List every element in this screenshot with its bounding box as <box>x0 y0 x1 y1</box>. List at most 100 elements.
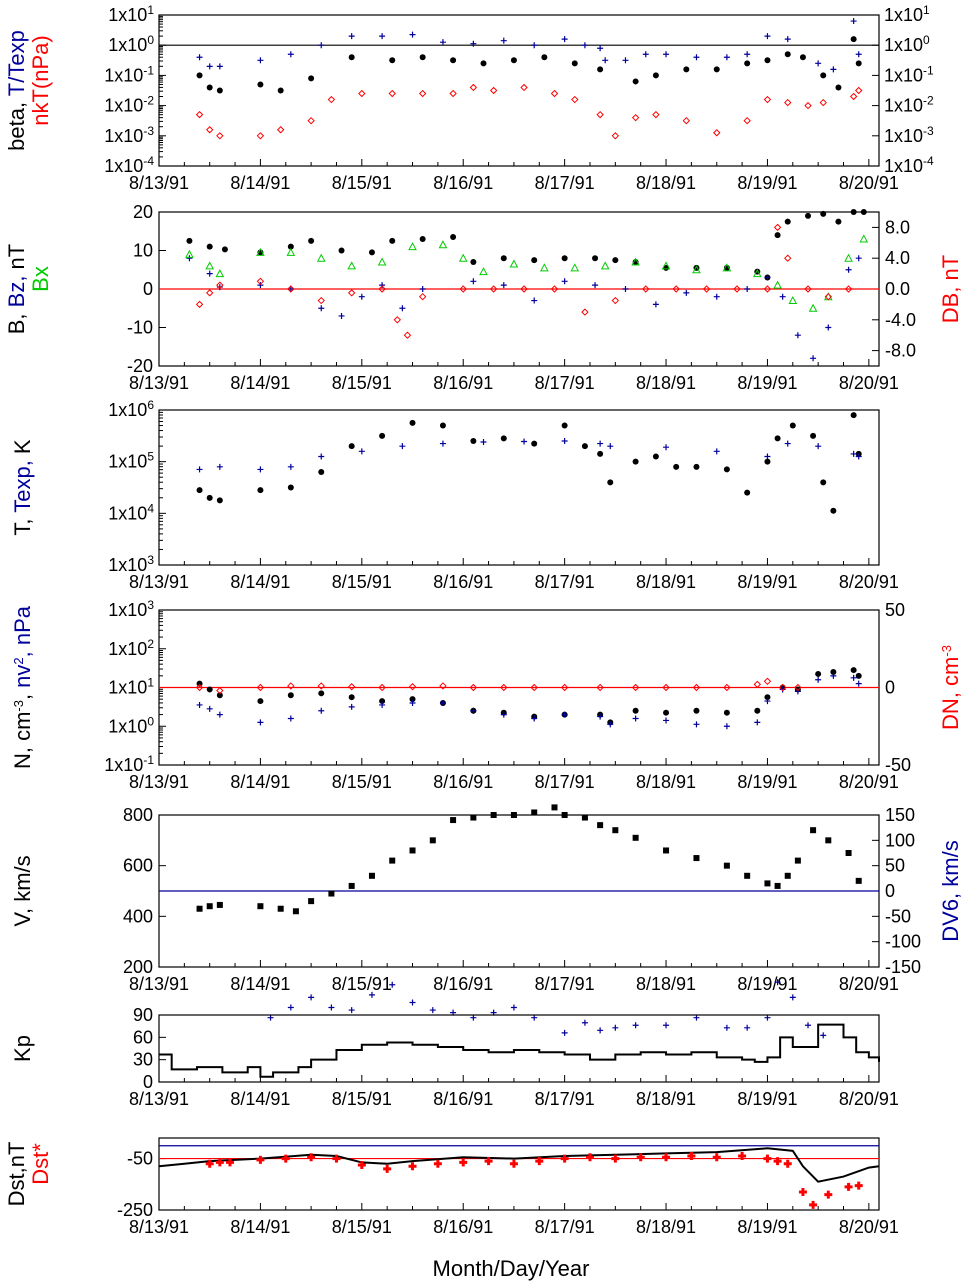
data-point <box>752 269 762 278</box>
y-right-tick-label: 0 <box>885 881 895 901</box>
data-point <box>357 1161 366 1169</box>
data-point <box>722 263 732 272</box>
data-point <box>308 237 315 244</box>
data-point <box>560 1154 569 1163</box>
x-tick-label: 8/14/91 <box>230 974 290 994</box>
y-tick-label: 1x102 <box>108 637 154 659</box>
data-point <box>215 269 225 278</box>
data-point <box>256 247 265 256</box>
data-point <box>855 877 862 884</box>
data-point <box>500 435 507 442</box>
y-right-tick-label: -8.0 <box>885 341 916 361</box>
data-point <box>458 253 468 262</box>
data-point <box>585 1153 594 1162</box>
series-dot <box>196 412 862 514</box>
data-point <box>820 210 827 217</box>
data-point <box>409 31 416 38</box>
data-point <box>509 1159 518 1168</box>
y-tick-label: 1x106 <box>108 398 154 420</box>
data-point <box>550 89 559 98</box>
data-point <box>855 86 863 95</box>
data-point <box>215 1158 224 1167</box>
data-point <box>479 267 488 276</box>
panel-frame <box>158 1014 880 1083</box>
data-point <box>597 440 604 447</box>
data-point <box>723 466 730 473</box>
data-point <box>663 51 670 58</box>
x-tick-label: 8/15/91 <box>332 772 392 792</box>
data-point <box>773 223 782 232</box>
data-point <box>317 682 325 690</box>
data-point <box>318 453 325 460</box>
y-tick-label: 0 <box>143 1072 153 1092</box>
data-point <box>612 827 619 834</box>
data-point <box>195 110 204 119</box>
data-point <box>277 905 284 912</box>
x-tick-label: 8/18/91 <box>636 373 696 393</box>
data-point <box>744 51 751 58</box>
data-point <box>663 1022 670 1029</box>
data-point <box>773 1157 782 1166</box>
data-point <box>348 694 355 701</box>
y-tick-label: 800 <box>123 805 153 825</box>
data-point <box>510 57 517 64</box>
y-tick-label: 1x104 <box>108 501 154 523</box>
data-point <box>612 1024 619 1031</box>
data-point <box>307 1153 316 1162</box>
data-point <box>744 60 751 67</box>
data-point <box>419 54 426 61</box>
series-plus <box>267 979 827 1039</box>
data-point <box>844 285 853 293</box>
data-point <box>257 466 264 473</box>
data-point <box>287 243 294 250</box>
data-point <box>850 412 857 419</box>
data-point <box>256 683 265 692</box>
y-right-tick-label: 4.0 <box>885 248 910 268</box>
data-point <box>195 300 204 309</box>
data-point <box>348 1007 355 1014</box>
data-point <box>804 101 812 110</box>
data-point <box>216 87 223 94</box>
data-point <box>835 218 842 225</box>
y-right-tick-label: 8.0 <box>885 217 910 237</box>
data-point <box>439 682 447 690</box>
data-point <box>377 257 387 266</box>
data-point <box>292 908 299 915</box>
x-tick-label: 8/19/91 <box>737 173 797 193</box>
data-point <box>216 711 223 718</box>
y-axis-title: Dst,nT <box>4 1142 29 1207</box>
x-tick-label: 8/20/91 <box>839 1089 899 1109</box>
series-line <box>159 1023 880 1078</box>
x-tick-label: 8/20/91 <box>839 772 899 792</box>
x-tick-label: 8/14/91 <box>230 1217 290 1237</box>
data-point <box>783 1159 792 1168</box>
x-tick-label: 8/19/91 <box>737 1217 797 1237</box>
data-point <box>631 113 640 122</box>
y-right-tick-label: 0.0 <box>885 279 910 299</box>
data-point <box>820 72 827 79</box>
data-point <box>784 254 792 262</box>
data-point <box>592 255 599 262</box>
data-point <box>632 78 639 85</box>
data-point <box>810 432 817 439</box>
x-tick-label: 8/15/91 <box>332 373 392 393</box>
series-diamond <box>195 677 802 695</box>
data-point <box>308 898 315 905</box>
y-right-tick-label: 50 <box>885 600 905 620</box>
x-tick-label: 8/13/91 <box>129 974 189 994</box>
data-point <box>561 278 568 285</box>
y-axis-title: N, cm-3, nv2, nPa <box>10 605 35 769</box>
data-point <box>632 834 639 841</box>
chart-panels: 8/13/91 8/14/91 8/15/91 8/16/91 8/17/91 8/18/… <box>4 3 963 1237</box>
data-point <box>277 87 284 94</box>
data-point <box>205 126 214 134</box>
data-point <box>764 57 771 64</box>
data-point <box>845 850 852 856</box>
data-point <box>287 692 294 699</box>
data-point <box>597 66 604 73</box>
data-point <box>489 86 498 95</box>
y-tick-label: 90 <box>133 1005 153 1025</box>
data-point <box>383 1164 392 1173</box>
data-point <box>379 698 386 705</box>
data-point <box>784 98 792 107</box>
